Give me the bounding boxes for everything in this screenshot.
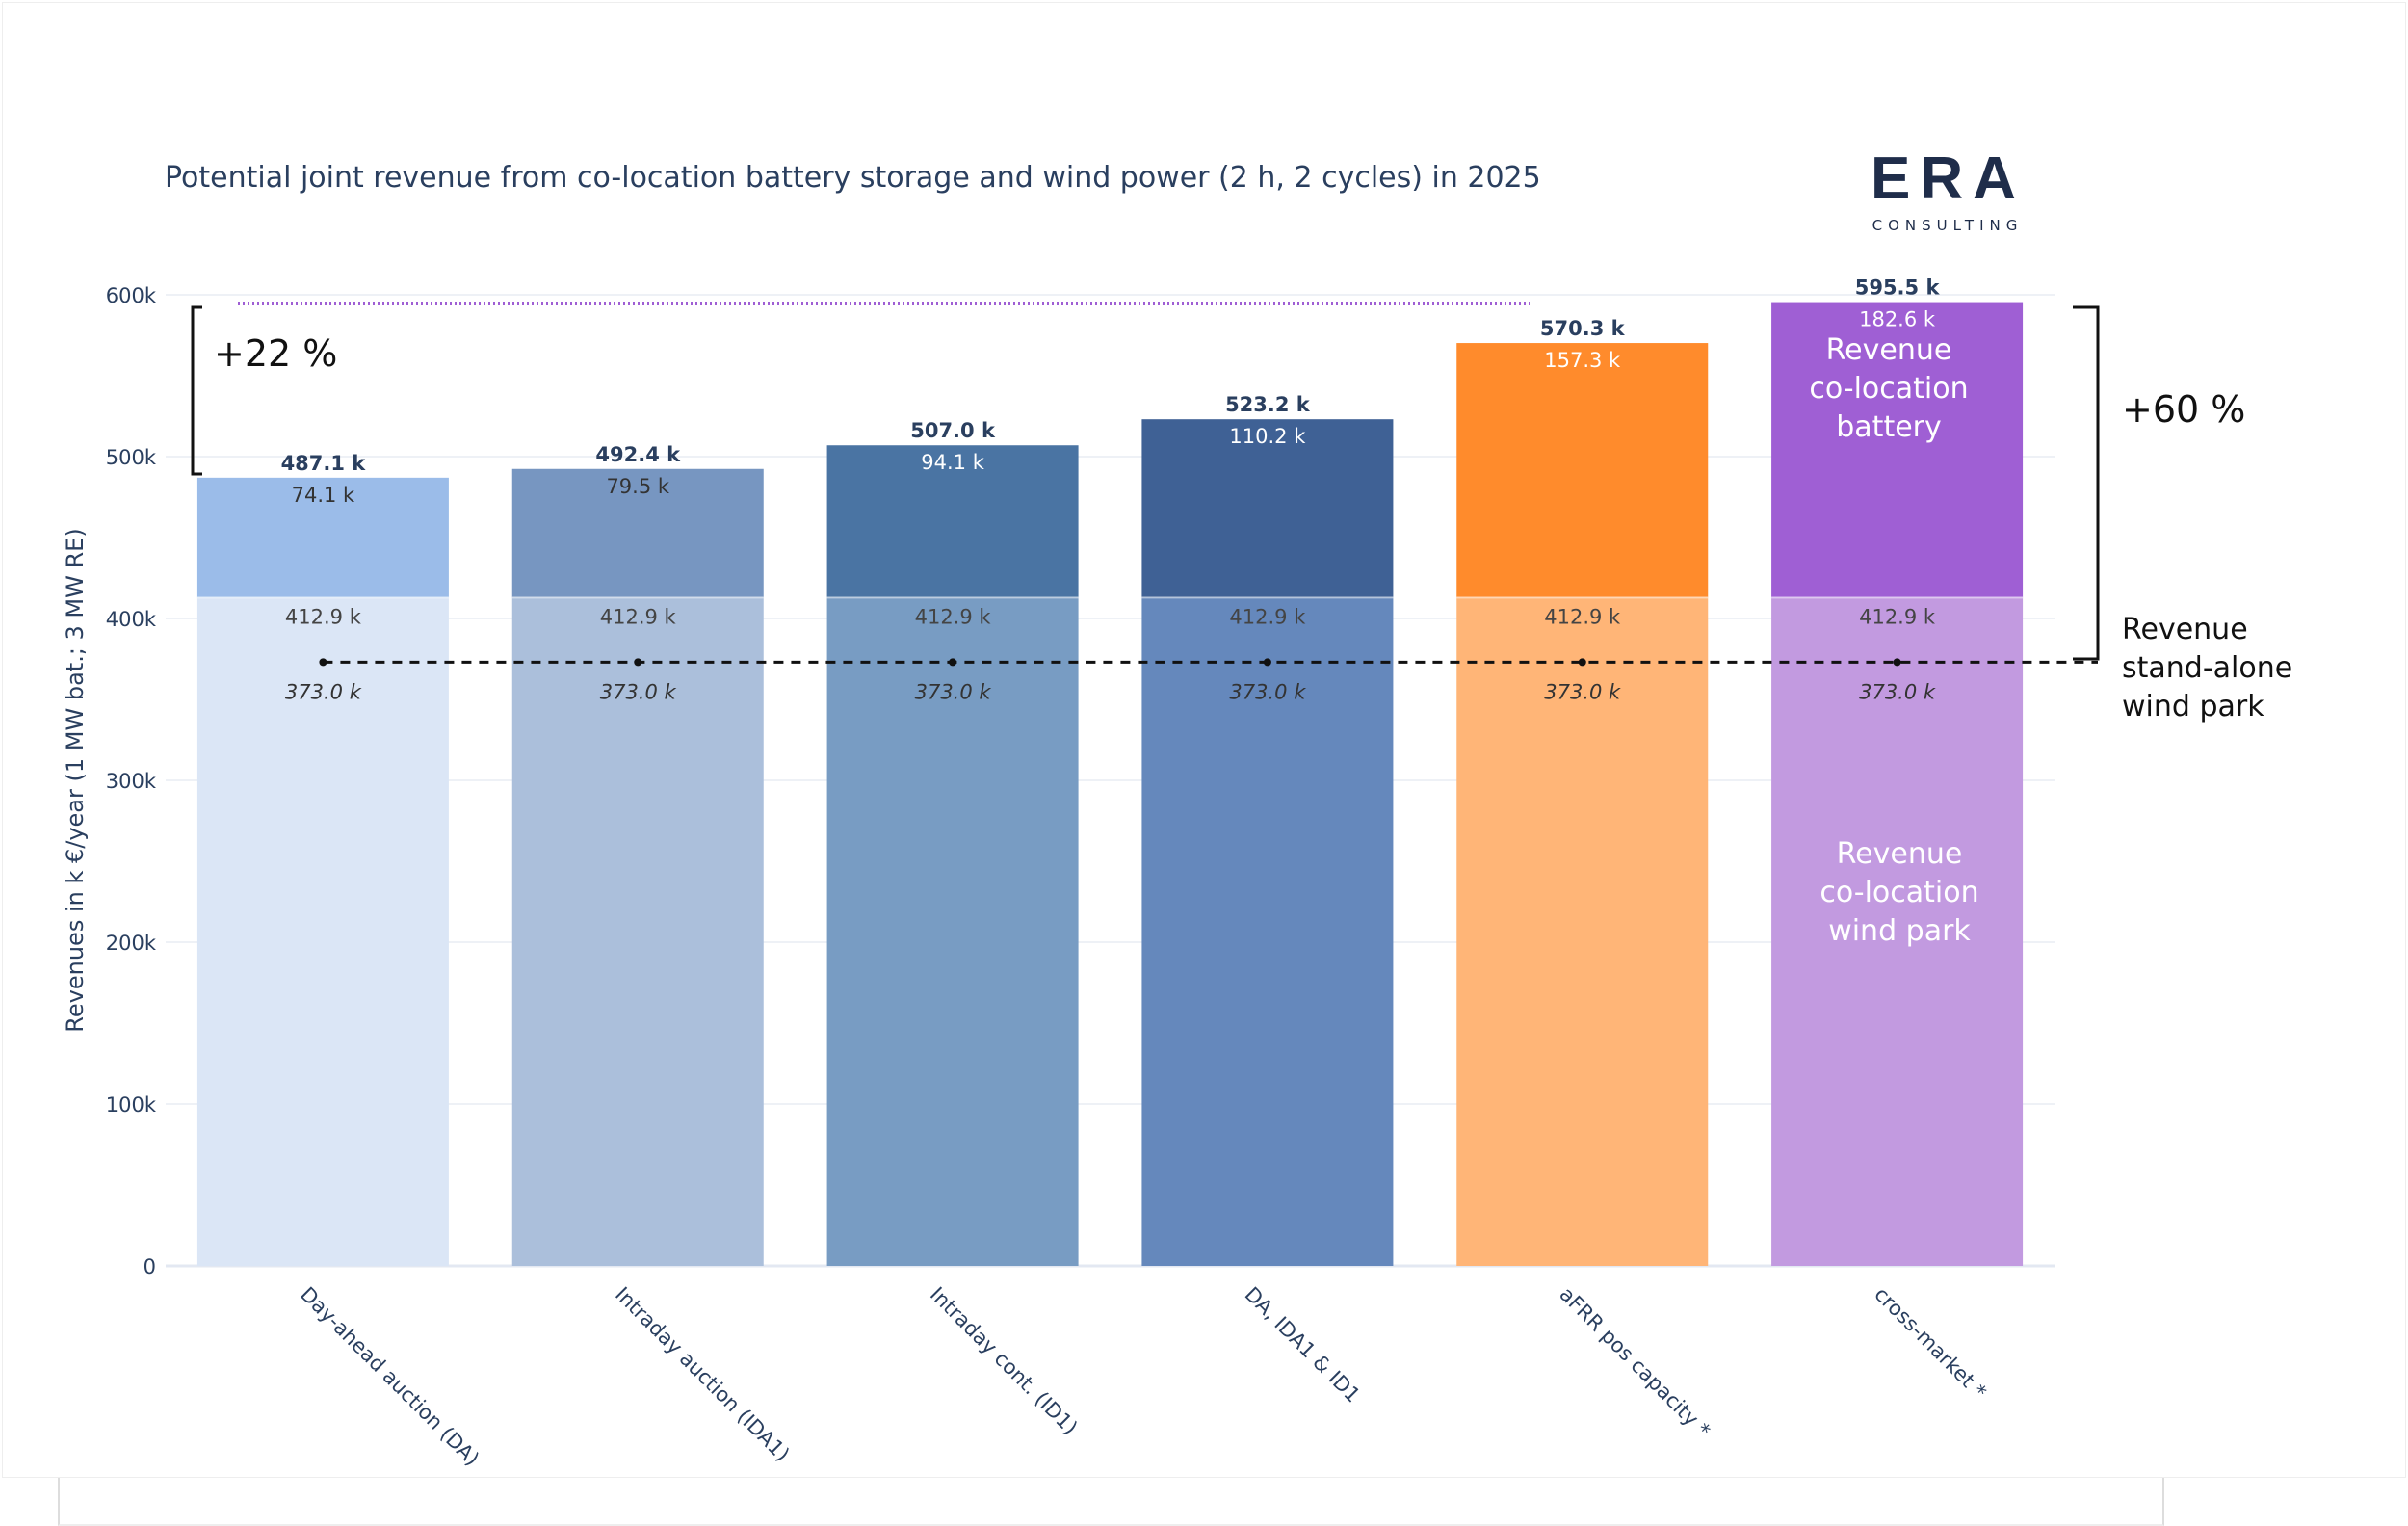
total-value-label: 595.5 k <box>1855 276 1941 300</box>
standalone-value-label: 373.0 k <box>1859 680 1936 703</box>
y-tick-label: 100k <box>106 1093 157 1117</box>
plus22-label: +22 % <box>214 332 337 375</box>
bar-battery <box>196 477 449 598</box>
bracket-60 <box>2073 305 2100 661</box>
bar-wind-park <box>826 597 1079 1266</box>
battery-annotation: co-location <box>1809 372 1968 406</box>
bar-wind-park <box>1141 597 1394 1266</box>
wind-park-annotation: co-location <box>1819 876 1978 909</box>
y-tick-label: 600k <box>106 284 157 307</box>
bar-battery <box>826 445 1079 598</box>
bottom-panel <box>58 1478 2164 1526</box>
bar-wind-park <box>511 597 764 1266</box>
chart-frame <box>2 2 2406 1478</box>
standalone-marker <box>1578 658 1586 667</box>
battery-value-label: 182.6 k <box>1859 308 1936 331</box>
standalone-annotation: stand-alone <box>2122 651 2292 685</box>
gridlines <box>166 294 2055 1268</box>
standalone-value-label: 373.0 k <box>1229 680 1306 703</box>
bar-wind-park <box>196 597 449 1266</box>
plus60-label: +60 % <box>2122 388 2245 431</box>
standalone-value-label: 373.0 k <box>915 680 992 703</box>
standalone-annotation: wind park <box>2122 690 2264 724</box>
total-value-label: 523.2 k <box>1225 393 1311 416</box>
wind-park-value-label: 412.9 k <box>1544 605 1621 628</box>
wind-park-value-label: 412.9 k <box>1229 605 1306 628</box>
wind-park-value-label: 412.9 k <box>600 605 677 628</box>
battery-value-label: 110.2 k <box>1229 425 1306 448</box>
bar-wind-park <box>1456 597 1709 1266</box>
total-value-label: 492.4 k <box>595 443 681 466</box>
standalone-annotation: Revenue <box>2122 613 2248 646</box>
battery-value-label: 94.1 k <box>921 451 984 474</box>
total-value-label: 487.1 k <box>281 452 367 475</box>
y-tick-label: 0 <box>144 1255 156 1278</box>
total-value-label: 507.0 k <box>910 419 996 442</box>
bar-battery <box>1771 302 2024 598</box>
logo-main: ERA <box>1871 145 2026 212</box>
wind-park-value-label: 412.9 k <box>285 605 362 628</box>
battery-annotation: Revenue <box>1826 333 1952 367</box>
battery-value-label: 74.1 k <box>292 484 355 507</box>
data-labels: 412.9 k 74.1 k 487.1 k 373.0 k 412.9 k 79.5 k… <box>281 276 1941 704</box>
x-tick-label: Intraday cont. (ID1) <box>926 1282 1083 1439</box>
x-tick-label: aFRR pos capacity * <box>1555 1282 1714 1442</box>
y-tick-label: 500k <box>106 446 157 469</box>
standalone-value-label: 373.0 k <box>1544 680 1621 703</box>
bars <box>196 302 2024 1266</box>
wind-park-annotation: Revenue <box>1837 837 1963 871</box>
chart-title: Potential joint revenue from co-location… <box>165 161 1541 195</box>
total-value-label: 570.3 k <box>1540 317 1626 340</box>
y-axis-title: Revenues in k €/year (1 MW bat.; 3 MW RE… <box>62 528 89 1032</box>
battery-value-label: 157.3 k <box>1544 349 1621 372</box>
x-axis: Day-ahead auction (DA) Intraday auction (… <box>296 1282 1991 1470</box>
x-tick-label: cross-market * <box>1870 1282 1991 1404</box>
wind-park-annotation: wind park <box>1828 914 1971 948</box>
standalone-value-label: 373.0 k <box>285 680 362 703</box>
wind-park-value-label: 412.9 k <box>1859 605 1936 628</box>
x-tick-label: Intraday auction (IDA1) <box>611 1282 794 1465</box>
logo-sub: CONSULTING <box>1871 217 2024 234</box>
era-consulting-logo: ERA CONSULTING <box>1871 145 2026 235</box>
battery-value-label: 79.5 k <box>606 475 669 498</box>
x-tick-label: Day-ahead auction (DA) <box>296 1282 484 1470</box>
bar-wind-park <box>1771 597 2024 1266</box>
bar-battery <box>1141 419 1394 598</box>
annotations: +22 % +60 % Revenue stand-alone wind park Rev… <box>191 302 2292 948</box>
battery-annotation: battery <box>1836 410 1942 444</box>
y-tick-label: 300k <box>106 770 157 793</box>
x-tick-label: DA, IDA1 & ID1 <box>1241 1282 1365 1407</box>
standalone-marker <box>1893 658 1901 667</box>
y-axis: 0 100k 200k 300k 400k 500k 600k <box>106 284 157 1278</box>
wind-park-value-label: 412.9 k <box>915 605 992 628</box>
standalone-value-label: 373.0 k <box>600 680 677 703</box>
bracket-22 <box>191 305 202 476</box>
bar-battery <box>1456 343 1709 598</box>
y-tick-label: 200k <box>106 932 157 955</box>
y-tick-label: 400k <box>106 608 157 631</box>
bar-battery <box>511 468 764 598</box>
